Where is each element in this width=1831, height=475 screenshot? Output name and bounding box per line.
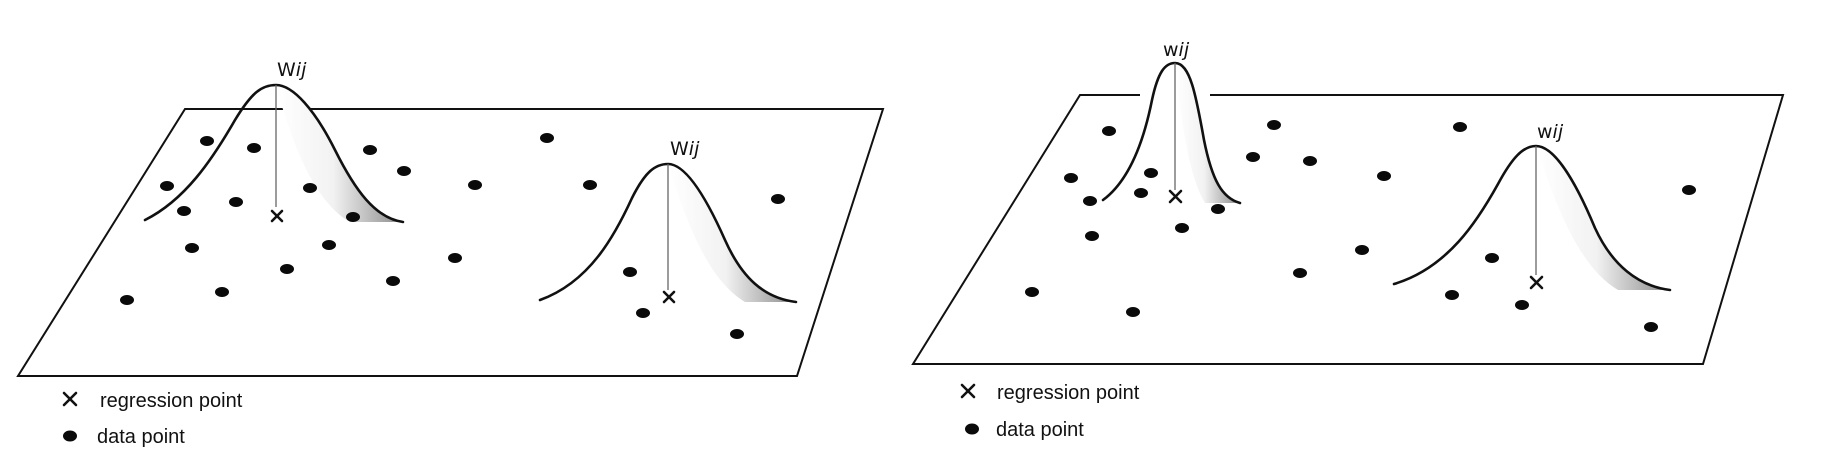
right-kernel-1-label: wij	[1163, 39, 1190, 61]
data-point	[120, 295, 134, 305]
data-point	[1126, 307, 1140, 317]
data-point	[322, 240, 336, 250]
left-kernel-1-label-sub: ij	[296, 59, 307, 81]
data-point	[280, 264, 294, 274]
data-point	[1134, 188, 1148, 198]
data-point	[1175, 223, 1189, 233]
legend-regression-label: regression point	[997, 382, 1140, 404]
data-point	[1025, 287, 1039, 297]
data-point	[160, 181, 174, 191]
legend-regression-symbol	[62, 391, 78, 407]
data-point	[1682, 185, 1696, 195]
data-point	[1144, 168, 1158, 178]
legend-data-symbol	[965, 423, 979, 435]
left-kernel-1-regression-point	[270, 209, 284, 223]
right-kernel-2-label: wij	[1537, 121, 1564, 143]
data-point	[1485, 253, 1499, 263]
right-kernel-2-shading	[1536, 146, 1670, 290]
right-kernel-1-regression-point	[1168, 189, 1183, 204]
legend-regression-symbol	[960, 383, 976, 399]
right-data-points	[1025, 120, 1696, 332]
legend-data-label: data point	[996, 419, 1084, 441]
left-kernel-2-regression-point	[662, 290, 676, 304]
left-kernel-2-label: Wij	[670, 138, 700, 160]
data-point	[1453, 122, 1467, 132]
data-point	[540, 133, 554, 143]
left-kernel-2-shading	[668, 164, 796, 302]
data-point	[200, 136, 214, 146]
data-point	[397, 166, 411, 176]
left-kernel-2-label-main: W	[670, 138, 689, 160]
data-point	[1303, 156, 1317, 166]
data-point	[1246, 152, 1260, 162]
left-data-points	[120, 133, 785, 339]
data-point	[1064, 173, 1078, 183]
right-plane	[911, 94, 1785, 365]
data-point	[1377, 171, 1391, 181]
data-point	[468, 180, 482, 190]
data-point	[583, 180, 597, 190]
right-kernel-1-label-sub: ij	[1179, 39, 1190, 61]
left-kernel-1: Wij	[143, 59, 405, 224]
right-legend: regression point data point	[960, 382, 1140, 441]
right-kernel-2-label-main: w	[1537, 121, 1553, 143]
data-point	[386, 276, 400, 286]
data-point	[303, 183, 317, 193]
right-kernel-2-label-sub: ij	[1553, 121, 1564, 143]
left-panel: Wij Wij	[16, 59, 885, 448]
left-legend: regression point data point	[62, 390, 243, 448]
legend-data-label: data point	[97, 426, 185, 448]
legend-data-symbol	[63, 430, 77, 442]
data-point	[1267, 120, 1281, 130]
left-kernel-1-shading	[276, 85, 403, 222]
legend-regression-label: regression point	[100, 390, 243, 412]
data-point	[636, 308, 650, 318]
data-point	[215, 287, 229, 297]
right-kernel-2-regression-point	[1529, 275, 1544, 290]
right-kernel-1-shading	[1175, 63, 1240, 203]
data-point	[1515, 300, 1529, 310]
data-point	[1083, 196, 1097, 206]
data-point	[1085, 231, 1099, 241]
data-point	[1293, 268, 1307, 278]
left-plane	[16, 108, 885, 377]
left-kernel-1-label-main: W	[277, 59, 296, 81]
left-kernel-2-label-sub: ij	[689, 138, 700, 160]
data-point	[1445, 290, 1459, 300]
left-kernel-2: Wij	[538, 138, 798, 304]
data-point	[623, 267, 637, 277]
right-kernel-1: wij	[1101, 39, 1242, 205]
data-point	[247, 143, 261, 153]
data-point	[1211, 204, 1225, 214]
right-kernel-1-label-main: w	[1163, 39, 1179, 61]
right-kernel-2: wij	[1392, 121, 1672, 292]
data-point	[346, 212, 360, 222]
data-point	[363, 145, 377, 155]
data-point	[1644, 322, 1658, 332]
left-kernel-1-label: Wij	[277, 59, 307, 81]
data-point	[448, 253, 462, 263]
data-point	[229, 197, 243, 207]
data-point	[185, 243, 199, 253]
data-point	[771, 194, 785, 204]
data-point	[730, 329, 744, 339]
right-panel: wij wij	[911, 39, 1785, 441]
data-point	[1102, 126, 1116, 136]
data-point	[1355, 245, 1369, 255]
data-point	[177, 206, 191, 216]
